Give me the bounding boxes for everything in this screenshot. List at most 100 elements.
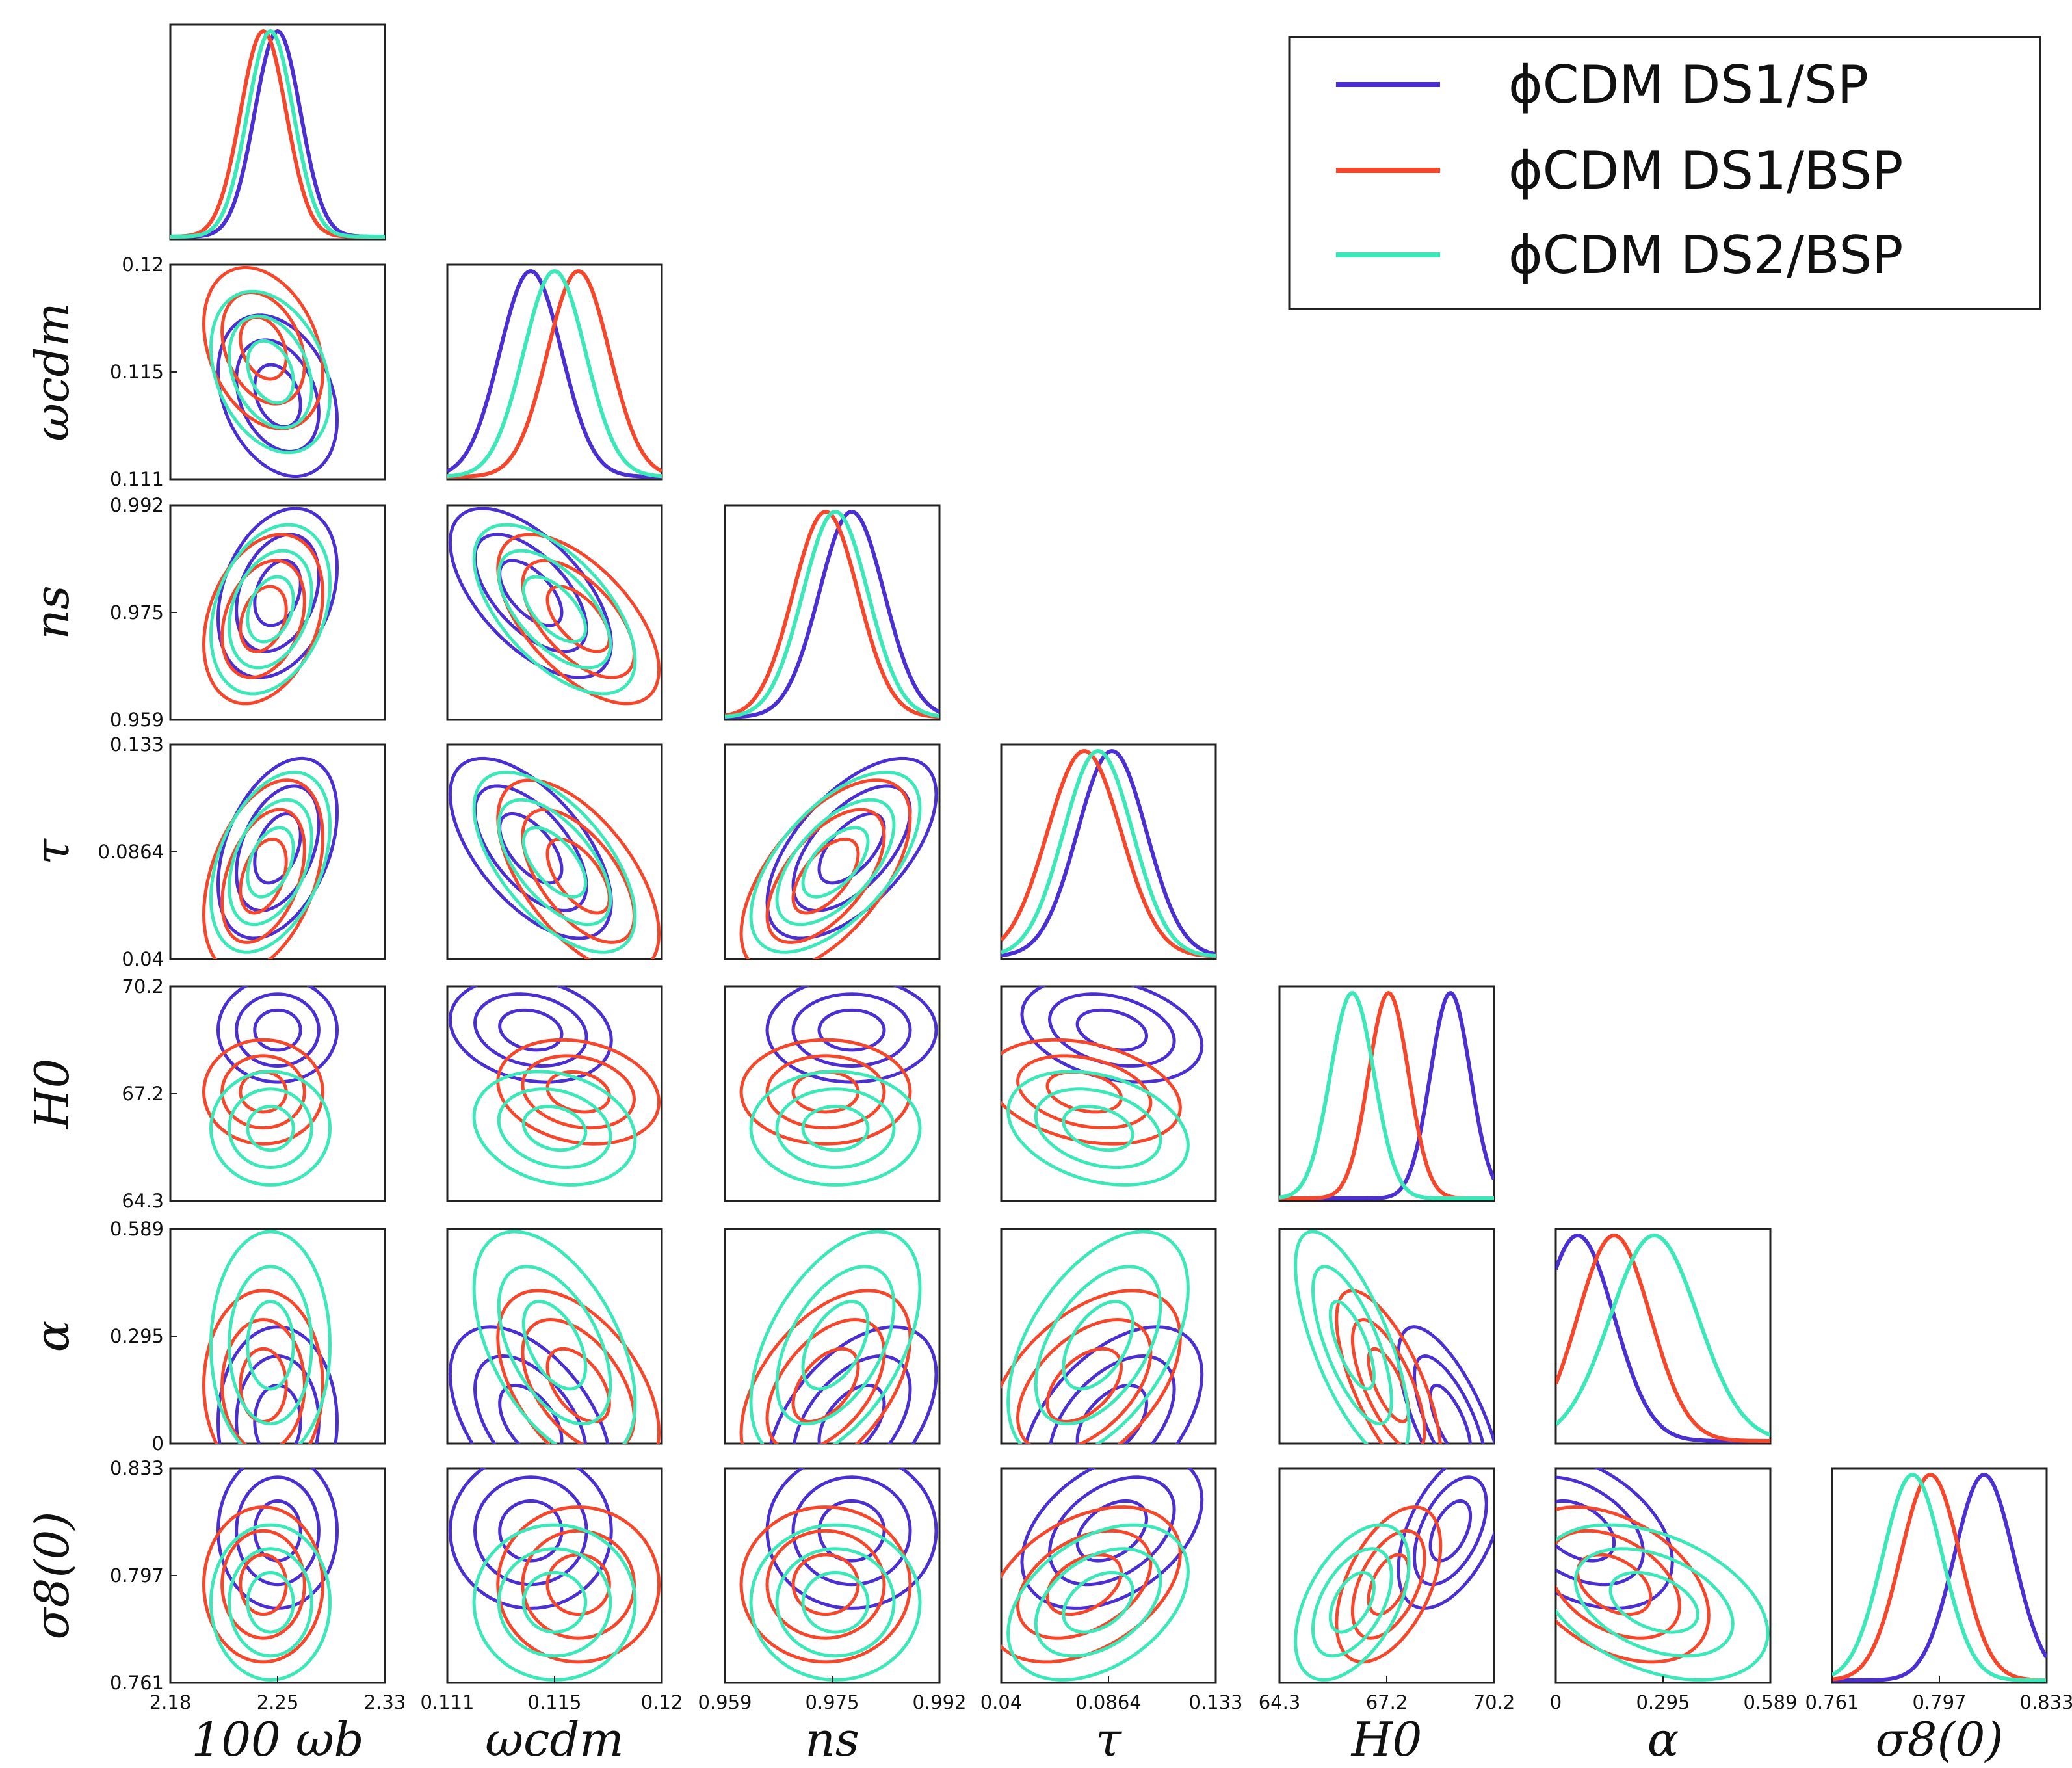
y-axis-label-5: α (25, 1321, 79, 1352)
marginal-curve-2 (725, 510, 939, 719)
contour-series1-level3 (216, 507, 339, 679)
contour-series3-level3 (209, 523, 332, 696)
panel-5-2 (724, 1228, 941, 1445)
x-axis-label-0: 100 ωb (191, 1712, 363, 1767)
panel-5-4 (1278, 1228, 1495, 1445)
contour-series3-level3 (472, 1523, 637, 1682)
contour-series3-level2 (228, 798, 313, 927)
contour-series3-level1 (801, 826, 870, 899)
contour-series3-level2 (228, 1547, 313, 1658)
contour-series2-level1 (791, 837, 860, 915)
x-tick-label: 2.18 (150, 1691, 192, 1713)
marginal-curve-2 (1832, 1472, 2047, 1682)
contour-series3-level2 (1034, 1087, 1162, 1169)
contour-series3-level2 (1311, 1265, 1393, 1426)
contour-series2-level3 (739, 1038, 912, 1146)
panel-5-1 (446, 1228, 663, 1445)
y-tick-label: 0.0864 (98, 841, 164, 863)
contour-series2-level3 (1335, 1289, 1442, 1444)
panel-2-1 (446, 504, 663, 721)
contour-series2-level2 (220, 1529, 306, 1640)
contour-series1-level3 (216, 1468, 339, 1610)
panel-6-2: 0.959 0.975 0.992 (698, 1467, 967, 1713)
contour-series1-level3 (448, 1468, 613, 1610)
y-tick-label: 0.992 (110, 494, 164, 516)
contour-series2-level1 (239, 1553, 288, 1616)
y-axis-label-1: ωcdm (25, 302, 79, 441)
y-tick-label: 64.3 (122, 1190, 164, 1212)
contour-series1-level2 (473, 1475, 588, 1587)
contour-series3-level1 (521, 1105, 588, 1152)
contour-series2-level2 (1016, 1054, 1153, 1129)
contour-series3-level1 (1608, 1570, 1700, 1634)
x-tick-label: 70.2 (1473, 1691, 1515, 1713)
contour-series1-level1 (817, 812, 886, 885)
contour-series2-level2 (220, 808, 306, 944)
y-tick-label: 0.833 (110, 1457, 164, 1479)
contour-series3-level3 (1294, 1230, 1411, 1444)
panel-frame (1000, 743, 1217, 960)
contour-series3-level1 (1328, 1570, 1376, 1634)
y-tick-label: 0.589 (110, 1218, 164, 1240)
legend-label-ds2-bsp: ϕCDM DS2/BSP (1508, 225, 1903, 285)
y-tick-label: 0.111 (110, 468, 164, 490)
panel-6-0: 0.761 0.797 0.833 2.18 2.25 2.33 (110, 1457, 406, 1713)
x-tick-label: 0.797 (1912, 1691, 1966, 1713)
contour-series3-level2 (775, 1547, 896, 1658)
contour-series3-level3 (1006, 1523, 1190, 1682)
contour-series3-level2 (497, 1265, 612, 1426)
panel-4-4 (1278, 985, 1495, 1202)
contour-series3-level2 (1034, 1547, 1162, 1658)
contour-series1-level3 (216, 313, 339, 478)
marginal-curve-3 (1279, 990, 1494, 1200)
contour-series2-level3 (1001, 1038, 1182, 1146)
contour-series2-level1 (1367, 1553, 1411, 1616)
y-tick-label: 0.959 (110, 709, 164, 731)
panel-3-3 (1000, 743, 1217, 960)
contour-series3-level1 (521, 1570, 588, 1634)
panel-frame (1554, 1228, 1772, 1445)
contour-series3-level1 (246, 1570, 295, 1634)
contour-series1-level1 (253, 1383, 302, 1444)
contour-series2-level3 (1556, 1505, 1711, 1664)
contour-series2-level3 (1001, 1289, 1182, 1444)
y-axis-label-6: σ8(0) (25, 1512, 79, 1640)
contour-series2-level2 (220, 559, 306, 679)
contour-series1-level3 (216, 986, 339, 1084)
contour-series2-level1 (545, 1553, 611, 1616)
contour-series3-level3 (209, 1230, 332, 1444)
x-tick-label: 2.25 (257, 1691, 299, 1713)
contour-series2-level2 (1350, 1317, 1426, 1444)
contour-series1-level2 (791, 784, 912, 912)
panel-frame (724, 504, 941, 721)
y-tick-label: 0 (152, 1432, 164, 1455)
marginal-curve-1 (725, 509, 939, 719)
x-tick-label: 0.959 (698, 1691, 752, 1713)
panel-6-3: 0.04 0.0864 0.133 (980, 1467, 1243, 1713)
contour-series1-level2 (1047, 992, 1176, 1068)
contour-series2-level3 (202, 1289, 325, 1444)
contour-series1-level1 (498, 1499, 564, 1563)
contour-series2-level2 (1350, 1529, 1426, 1640)
contour-series2-level2 (220, 1317, 306, 1444)
contour-series3-level3 (209, 1523, 332, 1682)
contour-series3-level1 (246, 575, 295, 644)
legend-label-ds1-sp: ϕCDM DS1/SP (1508, 55, 1869, 115)
contour-series1-level2 (1412, 1354, 1485, 1444)
x-axis-label-5: α (1647, 1712, 1679, 1767)
contour-series3-level2 (228, 1265, 313, 1426)
contour-series2-level1 (791, 1553, 860, 1616)
contour-series2-level1 (1045, 1070, 1123, 1114)
contour-series1-level2 (473, 992, 588, 1068)
contour-series3-level3 (1006, 1230, 1190, 1444)
contour-series2-level1 (239, 1347, 288, 1423)
x-tick-label: 0.12 (641, 1691, 683, 1713)
contour-series1-level3 (1020, 986, 1204, 1084)
panel-frame (1831, 1467, 2048, 1684)
contour-series3-level3 (1006, 1070, 1190, 1187)
contour-series3-level3 (472, 1070, 637, 1187)
marginal-curve-3 (170, 29, 385, 239)
marginal-curve-1 (1001, 748, 1216, 958)
contour-series1-level1 (817, 1383, 886, 1444)
